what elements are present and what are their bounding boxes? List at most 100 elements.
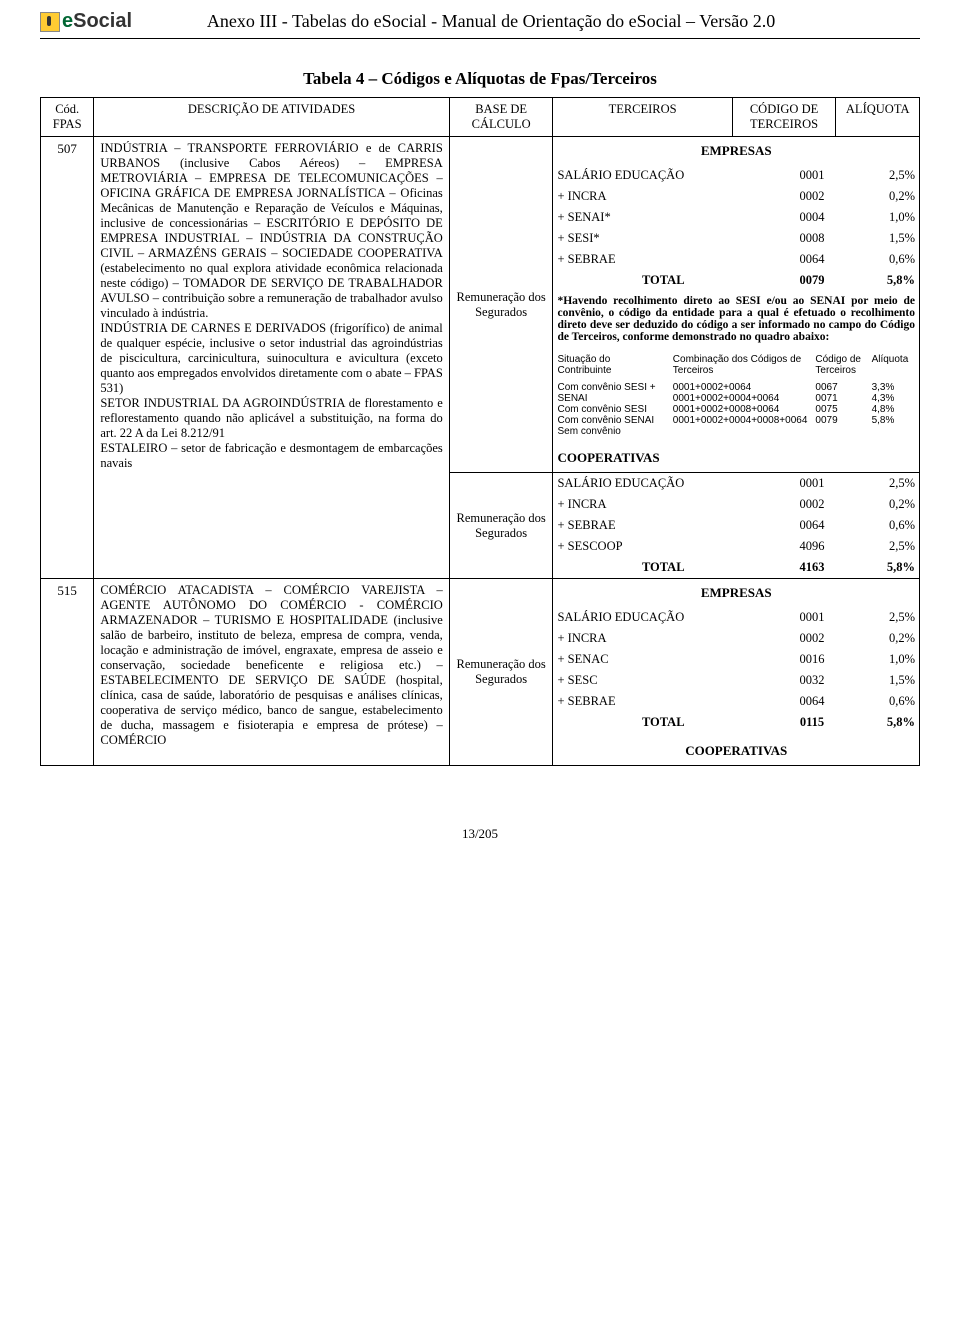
th-codterc: CÓDIGO DE TERCEIROS xyxy=(732,98,836,137)
situ-c1: Com convênio SESI + SENAI xyxy=(557,382,664,404)
emp-aliq: 1,5% xyxy=(851,670,919,691)
coop-label: + SEBRAE xyxy=(553,515,773,536)
emp-label: + SESI* xyxy=(553,228,773,249)
emp-aliq: 0,6% xyxy=(851,691,919,712)
emp-label: + SEBRAE xyxy=(553,691,773,712)
th-base: BASE DE CÁLCULO xyxy=(449,98,553,137)
situ-c2: 0001+0002+0064 xyxy=(673,382,808,393)
emp-label-total: TOTAL xyxy=(553,712,773,733)
emp-label: + INCRA xyxy=(553,186,773,207)
emp-cod: 0001 xyxy=(773,607,851,628)
emp-aliq: 0,2% xyxy=(851,628,919,649)
coop-table-507: SALÁRIO EDUCAÇÃO00012,5% + INCRA00020,2%… xyxy=(553,473,919,578)
situ-c3: 0075 xyxy=(815,404,863,415)
emp-cod: 0032 xyxy=(773,670,851,691)
situ-h2: Combinação dos Códigos de Terceiros xyxy=(669,351,812,379)
situ-c2: 0001+0002+0004+0008+0064 xyxy=(673,415,808,426)
main-table: Cód. FPAS DESCRIÇÃO DE ATIVIDADES BASE D… xyxy=(40,97,920,766)
emp-label: SALÁRIO EDUCAÇÃO xyxy=(553,165,773,186)
emp-aliq-total: 5,8% xyxy=(851,270,919,291)
situ-c4: 4,3% xyxy=(872,393,915,404)
header-rule xyxy=(40,38,920,39)
cell-base-515: Remuneração dos Segurados xyxy=(449,579,553,766)
table-row-515: 515 COMÉRCIO ATACADISTA – COMÉRCIO VAREJ… xyxy=(41,579,920,766)
situ-c1-block: Com convênio SESI + SENAI Com convênio S… xyxy=(553,379,668,440)
emp-cod: 0064 xyxy=(773,691,851,712)
emp-cod-total: 0115 xyxy=(773,712,851,733)
emp-cod: 0001 xyxy=(773,165,851,186)
situ-h3: Código de Terceiros xyxy=(811,351,867,379)
empresas-label-507: EMPRESAS xyxy=(553,137,919,165)
coop-aliq: 2,5% xyxy=(851,536,919,557)
page-header: eSocial Anexo III - Tabelas do eSocial -… xyxy=(40,10,920,33)
situ-c3: 0071 xyxy=(815,393,863,404)
emp-cod: 0008 xyxy=(773,228,851,249)
desc-507-p4: ESTALEIRO – setor de fabricação e desmon… xyxy=(100,441,442,470)
coop-label: + INCRA xyxy=(553,494,773,515)
logo: eSocial xyxy=(40,10,132,33)
situ-c3: 0079 xyxy=(815,415,863,426)
emp-label-total: TOTAL xyxy=(553,270,773,291)
coop-cod: 0001 xyxy=(773,473,851,494)
situacao-table: Situação do Contribuinte Combinação dos … xyxy=(553,351,919,440)
cell-terc-507-empresas: EMPRESAS SALÁRIO EDUCAÇÃO00012,5% + INCR… xyxy=(553,137,920,473)
table-header-row: Cód. FPAS DESCRIÇÃO DE ATIVIDADES BASE D… xyxy=(41,98,920,137)
coop-aliq: 0,2% xyxy=(851,494,919,515)
situ-c4: 5,8% xyxy=(872,415,915,426)
cell-base-507-2: Remuneração dos Segurados xyxy=(449,473,553,579)
situ-c2-block: 0001+0002+0064 0001+0002+0004+0064 0001+… xyxy=(669,379,812,440)
situ-c4: 4,8% xyxy=(872,404,915,415)
cell-cod-507: 507 xyxy=(41,137,94,579)
doc-title: Anexo III - Tabelas do eSocial - Manual … xyxy=(142,11,920,32)
coop-cod: 0064 xyxy=(773,515,851,536)
th-cod: Cód. FPAS xyxy=(41,98,94,137)
coop-aliq: 2,5% xyxy=(851,473,919,494)
coop-label-total: TOTAL xyxy=(553,557,773,578)
coop-label: + SESCOOP xyxy=(553,536,773,557)
situ-h1: Situação do Contribuinte xyxy=(553,351,668,379)
note-507: *Havendo recolhimento direto ao SESI e/o… xyxy=(553,291,919,351)
page: eSocial Anexo III - Tabelas do eSocial -… xyxy=(0,0,960,882)
emp-label: + SENAI* xyxy=(553,207,773,228)
emp-cod: 0002 xyxy=(773,186,851,207)
logo-e: e xyxy=(62,10,73,32)
situ-c4: 3,3% xyxy=(872,382,915,393)
logo-text: eSocial xyxy=(62,10,132,33)
empresas-table-507: SALÁRIO EDUCAÇÃO00012,5% + INCRA00020,2%… xyxy=(553,165,919,291)
page-footer: 13/205 xyxy=(40,826,920,842)
table-row-507: 507 INDÚSTRIA – TRANSPORTE FERROVIÁRIO e… xyxy=(41,137,920,473)
cell-cod-515: 515 xyxy=(41,579,94,766)
situ-c2: 0001+0002+0004+0064 xyxy=(673,393,808,404)
situ-c3-block: 0067 0071 0075 0079 xyxy=(811,379,867,440)
emp-label: + INCRA xyxy=(553,628,773,649)
th-terc: TERCEIROS xyxy=(553,98,732,137)
situ-c1: Com convênio SESI xyxy=(557,404,664,415)
emp-aliq: 2,5% xyxy=(851,607,919,628)
emp-cod: 0064 xyxy=(773,249,851,270)
coop-label-515: COOPERATIVAS xyxy=(553,733,919,765)
situ-c3: 0067 xyxy=(815,382,863,393)
emp-aliq: 1,0% xyxy=(851,207,919,228)
coop-aliq-total: 5,8% xyxy=(851,557,919,578)
emp-label: + SEBRAE xyxy=(553,249,773,270)
cell-base-507-1: Remuneração dos Segurados xyxy=(449,137,553,473)
table-title: Tabela 4 – Códigos e Alíquotas de Fpas/T… xyxy=(40,69,920,89)
empresas-label-515: EMPRESAS xyxy=(553,579,919,607)
emp-aliq: 0,2% xyxy=(851,186,919,207)
situ-c1: Com convênio SENAI xyxy=(557,415,664,426)
empresas-table-515: SALÁRIO EDUCAÇÃO00012,5% + INCRA00020,2%… xyxy=(553,607,919,733)
emp-aliq: 1,5% xyxy=(851,228,919,249)
emp-aliq-total: 5,8% xyxy=(851,712,919,733)
th-aliq: ALÍQUOTA xyxy=(836,98,920,137)
emp-label: SALÁRIO EDUCAÇÃO xyxy=(553,607,773,628)
emp-cod-total: 0079 xyxy=(773,270,851,291)
logo-icon xyxy=(40,12,60,32)
th-desc: DESCRIÇÃO DE ATIVIDADES xyxy=(94,98,449,137)
cell-terc-507-coop: SALÁRIO EDUCAÇÃO00012,5% + INCRA00020,2%… xyxy=(553,473,920,579)
emp-cod: 0002 xyxy=(773,628,851,649)
cell-terc-515: EMPRESAS SALÁRIO EDUCAÇÃO00012,5% + INCR… xyxy=(553,579,920,766)
logo-social: Social xyxy=(73,10,132,32)
desc-507-p3: SETOR INDUSTRIAL DA AGROINDÚSTRIA de flo… xyxy=(100,396,442,440)
emp-aliq: 0,6% xyxy=(851,249,919,270)
emp-cod: 0016 xyxy=(773,649,851,670)
